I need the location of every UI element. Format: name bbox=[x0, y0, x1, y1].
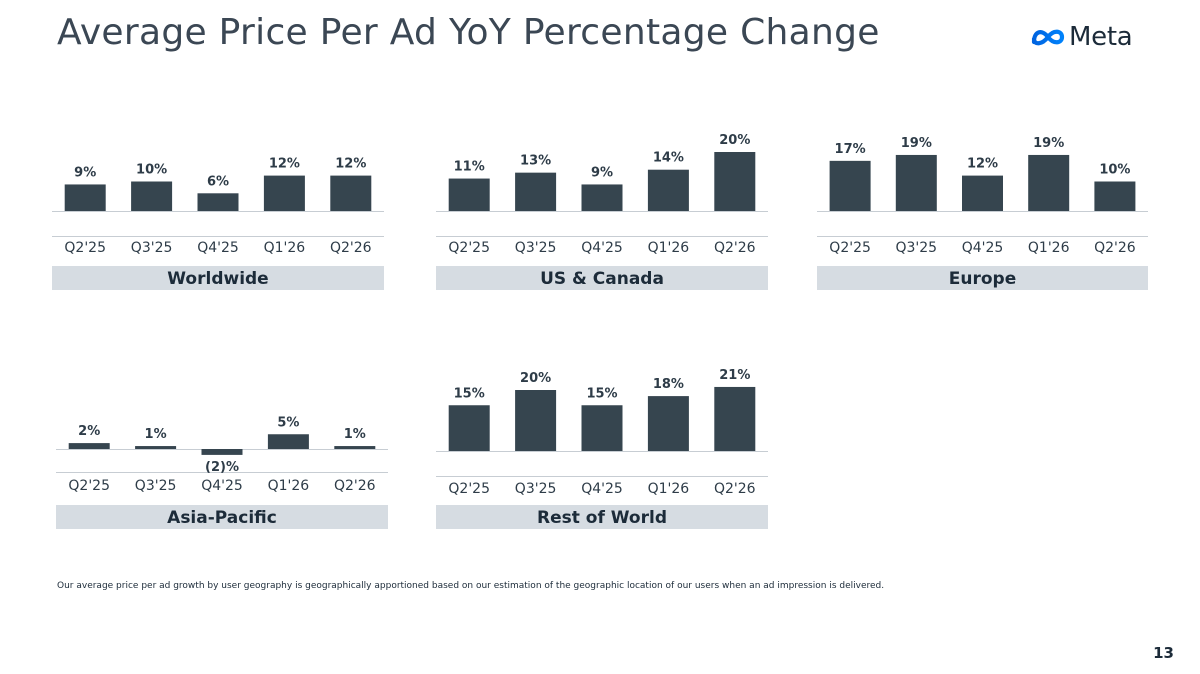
bar-europe-4 bbox=[1094, 181, 1136, 211]
bar-asia-pacific-2 bbox=[201, 449, 243, 455]
bar-rest-of-world-4 bbox=[714, 386, 756, 451]
bar-rest-of-world-2 bbox=[581, 405, 623, 451]
chart-panel-europe: 17% Q2'25 19% Q3'25 12% Q4'25 19% Q1'26 10% Q2'26… bbox=[817, 136, 1148, 290]
bar-us-canada-3 bbox=[647, 169, 689, 211]
tick-label-us-canada-1: Q3'25 bbox=[515, 240, 557, 256]
data-label-europe-1: 19% bbox=[901, 136, 932, 151]
page-number: 13 bbox=[1153, 644, 1174, 662]
tick-label-worldwide-0: Q2'25 bbox=[64, 240, 106, 256]
data-label-rest-of-world-3: 18% bbox=[653, 377, 684, 392]
tick-label-asia-pacific-0: Q2'25 bbox=[68, 478, 110, 494]
bar-europe-1 bbox=[895, 154, 937, 211]
region-title-asia-pacific: Asia-Pacific bbox=[167, 508, 277, 528]
data-label-worldwide-3: 12% bbox=[269, 157, 300, 172]
data-label-asia-pacific-1: 1% bbox=[145, 427, 167, 442]
bar-asia-pacific-1 bbox=[135, 446, 177, 449]
data-label-europe-2: 12% bbox=[967, 157, 998, 172]
bar-us-canada-4 bbox=[714, 152, 756, 211]
region-title-us-canada: US & Canada bbox=[540, 269, 664, 289]
chart-panel-asia-pacific: 2% Q2'25 1% Q3'25 (2)% Q4'25 5% Q1'26 1% Q2'26 Asi… bbox=[56, 415, 388, 529]
bar-worldwide-1 bbox=[131, 181, 173, 211]
data-label-asia-pacific-3: 5% bbox=[277, 415, 299, 430]
data-label-asia-pacific-0: 2% bbox=[78, 424, 100, 439]
bar-us-canada-1 bbox=[515, 172, 557, 211]
data-label-rest-of-world-1: 20% bbox=[520, 371, 551, 386]
region-band-us-canada bbox=[436, 266, 768, 290]
bar-us-canada-0 bbox=[448, 178, 490, 211]
tick-label-rest-of-world-1: Q3'25 bbox=[515, 481, 557, 497]
tick-label-us-canada-0: Q2'25 bbox=[448, 240, 490, 256]
meta-logo: Meta bbox=[1030, 22, 1133, 52]
tick-label-rest-of-world-4: Q2'26 bbox=[714, 481, 756, 497]
bar-worldwide-3 bbox=[263, 175, 305, 211]
bar-rest-of-world-1 bbox=[515, 390, 557, 451]
data-label-worldwide-2: 6% bbox=[207, 174, 229, 189]
data-label-asia-pacific-2: (2)% bbox=[205, 460, 239, 475]
data-label-us-canada-4: 20% bbox=[719, 133, 750, 148]
tick-label-us-canada-3: Q1'26 bbox=[648, 240, 690, 256]
bar-worldwide-0 bbox=[64, 184, 106, 211]
data-label-europe-0: 17% bbox=[835, 142, 866, 157]
data-label-worldwide-1: 10% bbox=[136, 163, 167, 178]
data-label-europe-4: 10% bbox=[1099, 163, 1130, 178]
tick-label-us-canada-2: Q4'25 bbox=[581, 240, 623, 256]
tick-label-europe-1: Q3'25 bbox=[896, 240, 938, 256]
tick-label-rest-of-world-2: Q4'25 bbox=[581, 481, 623, 497]
data-label-us-canada-2: 9% bbox=[591, 165, 613, 180]
region-title-worldwide: Worldwide bbox=[167, 269, 268, 289]
data-label-worldwide-4: 12% bbox=[335, 157, 366, 172]
footnote: Our average price per ad growth by user … bbox=[57, 581, 885, 591]
tick-label-europe-3: Q1'26 bbox=[1028, 240, 1070, 256]
data-label-europe-3: 19% bbox=[1033, 136, 1064, 151]
page-title: Average Price Per Ad YoY Percentage Chan… bbox=[57, 12, 880, 53]
data-label-rest-of-world-0: 15% bbox=[454, 386, 485, 401]
bar-rest-of-world-0 bbox=[448, 405, 490, 451]
tick-label-europe-4: Q2'26 bbox=[1094, 240, 1136, 256]
bar-asia-pacific-4 bbox=[334, 446, 376, 449]
bar-europe-3 bbox=[1028, 154, 1070, 211]
region-band-europe bbox=[817, 266, 1148, 290]
bar-europe-2 bbox=[962, 175, 1003, 211]
tick-label-asia-pacific-2: Q4'25 bbox=[201, 478, 243, 494]
tick-label-worldwide-4: Q2'26 bbox=[330, 240, 372, 256]
region-band-asia-pacific bbox=[56, 505, 388, 529]
meta-wordmark: Meta bbox=[1069, 22, 1133, 52]
data-label-us-canada-3: 14% bbox=[653, 151, 684, 166]
data-label-us-canada-1: 13% bbox=[520, 154, 551, 169]
region-title-europe: Europe bbox=[949, 269, 1016, 289]
tick-label-worldwide-1: Q3'25 bbox=[131, 240, 173, 256]
tick-label-europe-0: Q2'25 bbox=[829, 240, 871, 256]
tick-label-worldwide-3: Q1'26 bbox=[264, 240, 306, 256]
tick-label-rest-of-world-0: Q2'25 bbox=[448, 481, 490, 497]
tick-label-asia-pacific-4: Q2'26 bbox=[334, 478, 376, 494]
chart-panel-us-canada: 11% Q2'25 13% Q3'25 9% Q4'25 14% Q1'26 20% Q2'26 U… bbox=[436, 133, 768, 290]
bar-asia-pacific-3 bbox=[267, 434, 309, 449]
data-label-asia-pacific-4: 1% bbox=[344, 427, 366, 442]
bar-worldwide-2 bbox=[197, 193, 239, 211]
tick-label-us-canada-4: Q2'26 bbox=[714, 240, 756, 256]
data-label-rest-of-world-2: 15% bbox=[586, 386, 617, 401]
region-title-rest-of-world: Rest of World bbox=[537, 508, 667, 528]
tick-label-asia-pacific-3: Q1'26 bbox=[268, 478, 310, 494]
chart-panel-worldwide: 9% Q2'25 10% Q3'25 6% Q4'25 12% Q1'26 12% Q2'26 Wo… bbox=[52, 157, 384, 290]
data-label-us-canada-0: 11% bbox=[454, 160, 485, 175]
bar-worldwide-4 bbox=[330, 175, 372, 211]
bar-europe-0 bbox=[829, 160, 871, 211]
region-band-worldwide bbox=[52, 266, 384, 290]
region-band-rest-of-world bbox=[436, 505, 768, 529]
tick-label-worldwide-2: Q4'25 bbox=[197, 240, 239, 256]
tick-label-rest-of-world-3: Q1'26 bbox=[648, 481, 690, 497]
data-label-worldwide-0: 9% bbox=[74, 165, 96, 180]
meta-infinity-icon bbox=[1031, 29, 1065, 46]
bar-asia-pacific-0 bbox=[68, 443, 110, 449]
bar-rest-of-world-3 bbox=[647, 396, 689, 451]
tick-label-europe-2: Q4'25 bbox=[962, 240, 1004, 256]
data-label-rest-of-world-4: 21% bbox=[719, 368, 750, 383]
bar-us-canada-2 bbox=[581, 184, 623, 211]
chart-panel-rest-of-world: 15% Q2'25 20% Q3'25 15% Q4'25 18% Q1'26 21% Q2'26… bbox=[436, 368, 768, 529]
tick-label-asia-pacific-1: Q3'25 bbox=[135, 478, 177, 494]
